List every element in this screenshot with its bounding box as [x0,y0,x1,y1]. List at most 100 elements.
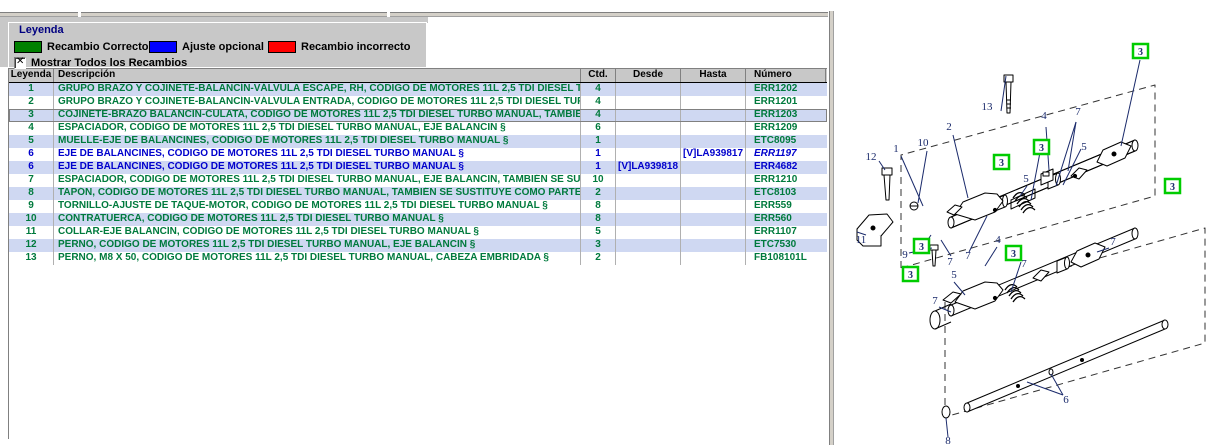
callout-6: 6 [1063,394,1069,406]
cell-ctd: 8 [581,213,616,226]
callout-11: 11 [856,234,867,246]
callout-7-b: 7 [947,256,953,268]
column-header-numero[interactable]: Número [746,69,826,82]
column-header-descripcion[interactable]: Descripción [54,69,581,82]
cell-descripcion: ESPACIADOR, CÓDIGO DE MOTORES 11L 2,5 TD… [54,174,581,187]
callout-7-mid: 7 [1021,258,1027,270]
cell-descripcion: EJE DE BALANCINES, CÓDIGO DE MOTORES 11L… [54,148,581,161]
callout-3-box-5: 3 [912,237,931,255]
table-row[interactable]: 8 TAPÓN, CÓDIGO DE MOTORES 11L 2,5 TDI DI… [9,187,827,200]
table-row[interactable]: 6 EJE DE BALANCINES, CÓDIGO DE MOTORES 11… [9,161,827,174]
cell-descripcion: CONTRATUERCA, CÓDIGO DE MOTORES 11L 2,5 … [54,213,581,226]
cell-ctd: 4 [581,83,616,96]
cell-hasta [681,200,746,213]
legend-swatch-blue [149,41,177,53]
cell-leyenda: 12 [9,239,54,252]
cell-ctd: 4 [581,109,616,122]
cell-descripcion: PERNO, CÓDIGO DE MOTORES 11L 2,5 TDI DIE… [54,239,581,252]
parts-diagram-pane[interactable]: 12 11 1 10 2 13 4 7 5 5 7 7 9 5 4 7 7 7 … [835,0,1214,445]
legend-label-optional: Ajuste opcional [182,40,264,53]
table-row[interactable]: 7 ESPACIADOR, CÓDIGO DE MOTORES 11L 2,5 T… [9,174,827,187]
column-header-leyenda[interactable]: Leyenda [9,69,54,82]
callout-3-box-7: 3 [901,265,920,283]
cell-numero: ERR1209 [754,122,798,133]
cell-leyenda: 6 [9,148,54,161]
table-row[interactable]: 12 PERNO, CÓDIGO DE MOTORES 11L 2,5 TDI D… [9,239,827,252]
cell-ctd: 5 [581,226,616,239]
table-row[interactable]: 10 CONTRATUERCA, CÓDIGO DE MOTORES 11L 2,… [9,213,827,226]
table-row[interactable]: 5 MUELLE-EJE DE BALANCINES, CÓDIGO DE MOT… [9,135,827,148]
cell-hasta [681,252,746,265]
cell-leyenda: 5 [9,135,54,148]
legend-items: Recambio Correcto Ajuste opcional Recamb… [14,40,424,54]
cell-desde [616,174,681,187]
legend-label-incorrect: Recambio incorrecto [301,40,411,53]
cell-descripcion: TORNILLO-AJUSTE DE TAQUE-MOTOR, CÓDIGO D… [54,200,581,213]
cell-desde [616,122,681,135]
cell-descripcion: COJINETE-BRAZO BALANCÍN-CULATA, CÓDIGO D… [54,109,581,122]
legend-item-incorrect: Recambio incorrecto [268,40,410,54]
cell-hasta [681,161,746,174]
callout-5-mid: 5 [951,269,957,281]
column-header-hasta[interactable]: Hasta [681,69,746,82]
svg-text:3: 3 [1138,47,1143,58]
cell-numero: ETC7530 [754,239,797,250]
table-row[interactable]: 2 GRUPO BRAZO Y COJINETE-BALANCÍN-VÁLVULA… [9,96,827,109]
table-row[interactable]: 11 COLLAR-EJE BALANCÍN, CÓDIGO DE MOTORES… [9,226,827,239]
cell-descripcion: GRUPO BRAZO Y COJINETE-BALANCÍN-VÁLVULA … [54,83,581,96]
cell-ctd: 2 [581,187,616,200]
callout-3-box-4: 3 [1163,177,1182,195]
column-header-desde[interactable]: Desde [616,69,681,82]
callout-3-box-2: 3 [1032,138,1051,156]
show-all-parts-checkbox[interactable]: ✕ [14,55,26,69]
cell-leyenda: 13 [9,252,54,265]
callout-2: 2 [946,121,952,133]
cell-ctd: 8 [581,200,616,213]
cell-hasta [681,213,746,226]
cell-ctd: 10 [581,174,616,187]
parts-grid[interactable]: Leyenda Descripción Ctd. Desde Hasta Núm… [8,68,827,439]
table-row[interactable]: 1 GRUPO BRAZO Y COJINETE-BALANCÍN-VÁLVULA… [9,83,827,96]
cell-hasta [681,96,746,109]
cell-leyenda: 8 [9,187,54,200]
legend-title: Leyenda [16,24,67,36]
cell-numero: ERR1201 [754,96,798,107]
cell-desde [616,252,681,265]
checkbox-x-icon: ✕ [16,55,25,67]
table-row[interactable]: 9 TORNILLO-AJUSTE DE TAQUE-MOTOR, CÓDIGO … [9,200,827,213]
column-header-ctd[interactable]: Ctd. [581,69,616,82]
exploded-diagram-svg: 12 11 1 10 2 13 4 7 5 5 7 7 9 5 4 7 7 7 … [856,42,1206,445]
cell-ctd: 4 [581,96,616,109]
callout-3-box-1: 3 [1131,42,1150,60]
cell-desde [616,135,681,148]
cell-ctd: 1 [581,148,616,161]
cell-ctd: 3 [581,239,616,252]
cell-numero: FB108101L [754,252,807,263]
cell-numero: ERR1203 [754,109,798,120]
horizontal-splitter[interactable] [0,0,828,17]
cell-desde [616,200,681,213]
cell-numero: ERR4682 [754,161,798,172]
cell-desde [616,96,681,109]
legend-swatch-green [14,41,42,53]
callout-10: 10 [918,137,930,149]
cell-numero: ERR560 [754,213,792,224]
cell-desde: [V]LA939818 [616,161,681,174]
callout-4-top: 4 [1041,110,1047,122]
show-all-parts-checkbox-row[interactable]: ✕ Mostrar Todos los Recambios [14,56,187,69]
svg-text:3: 3 [999,158,1004,169]
cell-descripcion: MUELLE-EJE DE BALANCINES, CÓDIGO DE MOTO… [54,135,581,148]
callout-3-box-6: 3 [1004,244,1023,262]
cell-desde [616,239,681,252]
table-row[interactable]: 6 EJE DE BALANCINES, CÓDIGO DE MOTORES 11… [9,148,827,161]
table-row[interactable]: 13 PERNO, M8 X 50, CÓDIGO DE MOTORES 11L … [9,252,827,265]
callout-7-low: 7 [932,295,938,307]
cell-numero: ERR559 [754,200,792,211]
table-row[interactable]: 4 ESPACIADOR, CÓDIGO DE MOTORES 11L 2,5 T… [9,122,827,135]
cell-desde [616,148,681,161]
table-row[interactable]: 3 COJINETE-BRAZO BALANCÍN-CULATA, CÓDIGO … [9,109,827,122]
cell-hasta [681,122,746,135]
splitter-grip-right [387,11,390,17]
vertical-splitter[interactable] [828,11,834,445]
legend-group-box [8,22,428,69]
